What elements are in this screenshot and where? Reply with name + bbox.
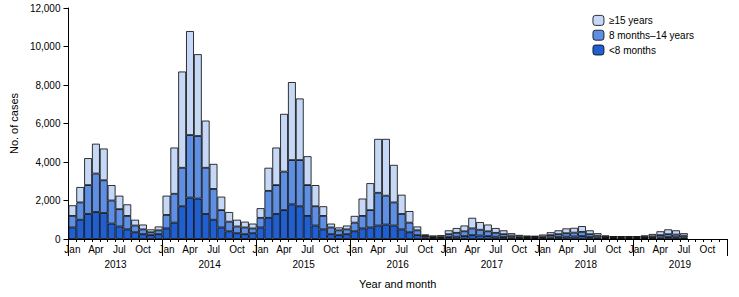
svg-text:8,000: 8,000 bbox=[35, 80, 60, 91]
svg-text:Jul: Jul bbox=[489, 244, 502, 255]
svg-text:No. of cases: No. of cases bbox=[8, 92, 20, 154]
svg-text:2,000: 2,000 bbox=[35, 195, 60, 206]
svg-text:2019: 2019 bbox=[669, 259, 692, 270]
svg-text:6,000: 6,000 bbox=[35, 118, 60, 129]
svg-text:12,000: 12,000 bbox=[30, 3, 61, 14]
svg-text:Jul: Jul bbox=[583, 244, 596, 255]
svg-text:10,000: 10,000 bbox=[30, 41, 61, 52]
svg-text:Oct: Oct bbox=[700, 244, 716, 255]
svg-text:8 months–14 years: 8 months–14 years bbox=[609, 30, 694, 41]
svg-text:Jul: Jul bbox=[301, 244, 314, 255]
svg-text:Oct: Oct bbox=[323, 244, 339, 255]
svg-text:Year and month: Year and month bbox=[359, 278, 436, 290]
svg-text:Oct: Oct bbox=[417, 244, 433, 255]
svg-text:Jan: Jan bbox=[629, 244, 645, 255]
svg-text:2016: 2016 bbox=[387, 259, 410, 270]
svg-text:4,000: 4,000 bbox=[35, 157, 60, 168]
svg-text:Jan: Jan bbox=[347, 244, 363, 255]
svg-text:Apr: Apr bbox=[276, 244, 292, 255]
svg-text:Oct: Oct bbox=[606, 244, 622, 255]
svg-text:Jan: Jan bbox=[158, 244, 174, 255]
svg-text:2017: 2017 bbox=[481, 259, 504, 270]
svg-text:Apr: Apr bbox=[559, 244, 575, 255]
svg-text:Jan: Jan bbox=[64, 244, 80, 255]
svg-text:Apr: Apr bbox=[653, 244, 669, 255]
svg-text:2015: 2015 bbox=[293, 259, 316, 270]
svg-text:Jan: Jan bbox=[535, 244, 551, 255]
svg-text:Jan: Jan bbox=[252, 244, 268, 255]
svg-text:Apr: Apr bbox=[88, 244, 104, 255]
svg-text:0: 0 bbox=[55, 234, 61, 245]
svg-text:<8 months: <8 months bbox=[609, 45, 656, 56]
svg-text:Jan: Jan bbox=[441, 244, 457, 255]
svg-text:Apr: Apr bbox=[464, 244, 480, 255]
svg-text:≥15 years: ≥15 years bbox=[609, 15, 653, 26]
svg-text:2014: 2014 bbox=[198, 259, 221, 270]
svg-text:Jul: Jul bbox=[207, 244, 220, 255]
svg-text:2018: 2018 bbox=[575, 259, 598, 270]
svg-text:Apr: Apr bbox=[370, 244, 386, 255]
svg-text:Oct: Oct bbox=[135, 244, 151, 255]
svg-text:Jul: Jul bbox=[395, 244, 408, 255]
svg-text:Oct: Oct bbox=[511, 244, 527, 255]
svg-text:Oct: Oct bbox=[229, 244, 245, 255]
svg-text:Jul: Jul bbox=[677, 244, 690, 255]
svg-text:Apr: Apr bbox=[182, 244, 198, 255]
svg-text:2013: 2013 bbox=[104, 259, 127, 270]
svg-text:Jul: Jul bbox=[113, 244, 126, 255]
